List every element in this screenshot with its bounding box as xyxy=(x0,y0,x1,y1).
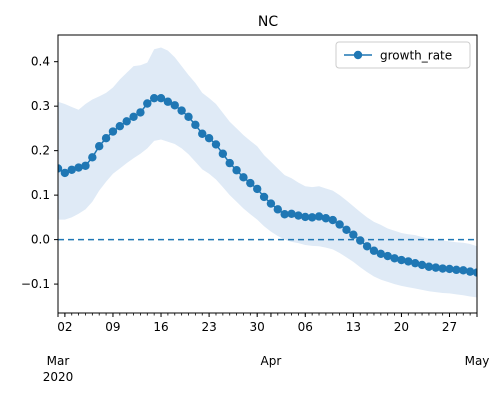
data-point xyxy=(362,242,372,251)
x-tick-label: 20 xyxy=(394,320,409,334)
data-point xyxy=(452,265,461,275)
data-point xyxy=(424,262,434,271)
data-point xyxy=(204,133,214,143)
data-point xyxy=(445,264,454,274)
y-tick-label: 0.1 xyxy=(31,188,50,202)
data-point xyxy=(307,213,317,222)
data-point xyxy=(383,251,392,261)
data-point xyxy=(266,199,276,208)
legend-marker xyxy=(353,50,363,60)
data-point xyxy=(410,258,420,268)
data-point xyxy=(465,267,475,276)
data-point xyxy=(101,133,111,143)
x-tick-label: 27 xyxy=(442,320,457,334)
data-point xyxy=(280,210,289,219)
data-point xyxy=(67,165,76,174)
data-point xyxy=(225,158,234,168)
data-point xyxy=(177,106,186,115)
x-tick-label: 02 xyxy=(57,320,72,334)
data-point xyxy=(459,266,468,275)
data-point xyxy=(369,246,379,255)
confidence-band xyxy=(58,47,477,298)
data-point xyxy=(184,112,193,122)
data-point xyxy=(129,112,138,122)
data-point xyxy=(191,120,200,130)
x-tick-label: 13 xyxy=(346,320,361,334)
data-point xyxy=(314,212,324,221)
data-point xyxy=(239,173,248,182)
x-month-label: Mar xyxy=(47,354,70,368)
data-point xyxy=(156,93,166,103)
data-point xyxy=(417,260,427,270)
axes: −0.1 0.0 0.1 0.2 0.3 0.4 02 09 16 23 30 06 13 20 27 Mar… xyxy=(21,34,490,384)
y-tick-label: 0.2 xyxy=(31,144,50,158)
data-point xyxy=(335,220,344,229)
data-point xyxy=(95,142,104,151)
data-point xyxy=(253,184,262,194)
x-tick-label: 30 xyxy=(250,320,265,334)
data-point xyxy=(287,209,296,219)
data-point xyxy=(273,205,282,214)
data-point xyxy=(472,268,477,277)
data-point xyxy=(356,236,365,245)
x-tick-label: 06 xyxy=(298,320,313,334)
data-point xyxy=(136,108,145,117)
y-tick-label: 0.0 xyxy=(31,233,50,247)
x-tick-label: 23 xyxy=(201,320,216,334)
data-point xyxy=(211,140,221,149)
data-point xyxy=(115,121,125,131)
data-point xyxy=(218,149,228,158)
data-point xyxy=(376,249,386,259)
x-month-label: Apr xyxy=(261,354,282,368)
data-point xyxy=(321,214,331,223)
data-point xyxy=(149,93,159,103)
data-point xyxy=(431,263,440,272)
legend-label: growth_rate xyxy=(380,49,452,63)
data-point xyxy=(232,166,241,175)
data-point xyxy=(58,164,63,173)
legend: growth_rate xyxy=(335,41,471,69)
data-point xyxy=(349,230,358,239)
data-point xyxy=(88,153,97,162)
y-tick-label: −0.1 xyxy=(21,277,50,291)
data-point xyxy=(342,225,351,235)
plot-area xyxy=(58,47,477,298)
data-point xyxy=(328,215,337,225)
data-point xyxy=(294,211,303,220)
x-tick-label: 16 xyxy=(153,320,168,334)
data-point xyxy=(170,101,179,110)
data-point xyxy=(301,212,310,222)
chart-title: NC xyxy=(258,14,278,30)
data-point xyxy=(397,255,406,265)
x-year-label: 2020 xyxy=(43,370,74,384)
data-point xyxy=(122,117,131,126)
data-point xyxy=(198,129,207,138)
data-point xyxy=(74,163,83,172)
data-point xyxy=(404,257,413,266)
axes-frame xyxy=(57,34,478,314)
data-point xyxy=(60,168,70,178)
data-point xyxy=(81,161,90,170)
x-tick-label: 09 xyxy=(105,320,120,334)
data-point xyxy=(438,264,447,273)
data-point xyxy=(390,254,399,263)
data-point xyxy=(259,192,269,202)
data-point xyxy=(143,99,152,108)
x-month-label: May xyxy=(465,354,490,368)
legend-box xyxy=(335,41,471,69)
data-point xyxy=(246,178,255,188)
y-tick-label: 0.4 xyxy=(31,55,50,69)
data-point xyxy=(108,127,118,136)
data-point xyxy=(163,97,173,106)
y-tick-label: 0.3 xyxy=(31,99,50,113)
